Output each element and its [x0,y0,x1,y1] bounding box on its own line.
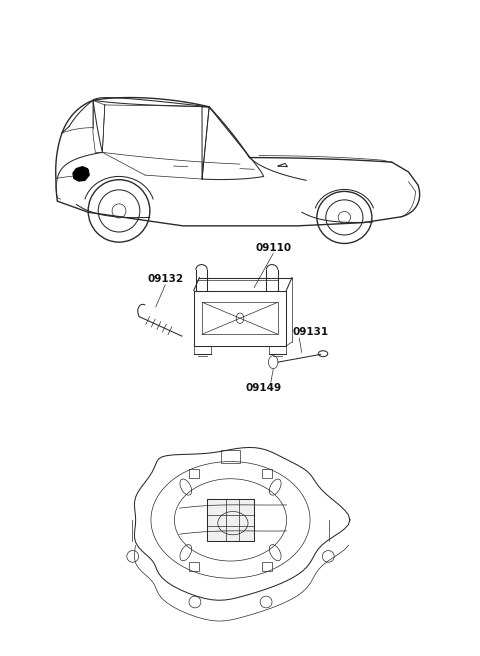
Text: 09132: 09132 [147,274,183,284]
FancyBboxPatch shape [207,499,254,541]
Polygon shape [73,167,89,181]
Text: 09110: 09110 [255,243,291,253]
Text: 09131: 09131 [292,327,328,337]
Text: 09149: 09149 [246,383,282,393]
